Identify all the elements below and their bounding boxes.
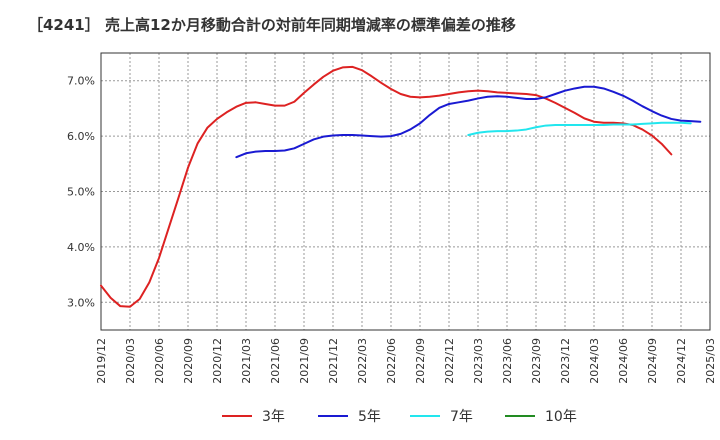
y-axis-ticks: 3.0% 4.0% 5.0% 6.0% 7.0% (67, 75, 95, 310)
legend-label-10y: 10年 (545, 409, 577, 425)
series-line-7y (467, 121, 692, 136)
x-tick-label: 2023/12 (559, 338, 572, 384)
x-tick-label: 2019/12 (95, 338, 108, 384)
x-tick-label: 2023/03 (472, 338, 485, 384)
y-tick-label: 6.0% (67, 130, 95, 143)
legend-swatch-3y (222, 415, 252, 417)
x-tick-label: 2024/09 (646, 338, 659, 384)
series-line-3y (100, 65, 673, 308)
legend-swatch-5y (318, 415, 348, 417)
x-tick-label: 2020/09 (182, 338, 195, 384)
legend: 3年 5年 7年 10年 (0, 404, 720, 428)
y-tick-label: 3.0% (67, 296, 95, 309)
legend-swatch-10y (505, 415, 535, 417)
y-tick-label: 7.0% (67, 75, 95, 88)
x-tick-label: 2023/06 (501, 338, 514, 384)
x-tick-label: 2024/03 (588, 338, 601, 384)
legend-swatch-7y (410, 415, 440, 417)
legend-item-5y: 5年 (318, 404, 381, 428)
x-tick-label: 2021/03 (240, 338, 253, 384)
x-tick-label: 2022/06 (385, 338, 398, 384)
chart-title: ［4241］ 売上高12か月移動合計の対前年同期増減率の標準偏差の推移 (28, 16, 516, 34)
x-tick-label: 2020/12 (211, 338, 224, 384)
legend-item-7y: 7年 (410, 404, 473, 428)
x-tick-label: 2023/09 (530, 338, 543, 384)
x-tick-label: 2022/09 (414, 338, 427, 384)
x-axis-ticks: 2019/12 2020/03 2020/06 2020/09 2020/12 2021/… (95, 338, 717, 384)
x-tick-label: 2022/03 (356, 338, 369, 384)
x-tick-label: 2020/06 (153, 338, 166, 384)
x-tick-label: 2021/09 (298, 338, 311, 384)
legend-item-10y: 10年 (505, 404, 577, 428)
series-lines (100, 65, 702, 308)
y-tick-label: 4.0% (67, 241, 95, 254)
legend-item-3y: 3年 (222, 404, 285, 428)
y-tick-label: 5.0% (67, 186, 95, 199)
x-tick-label: 2021/12 (327, 338, 340, 384)
plot-frame (100, 52, 711, 331)
legend-label-7y: 7年 (450, 409, 473, 425)
x-tick-label: 2024/12 (675, 338, 688, 384)
series-line-5y (235, 85, 702, 159)
plot-area-border (100, 52, 711, 331)
legend-label-5y: 5年 (358, 409, 381, 425)
x-tick-label: 2025/03 (704, 338, 717, 384)
x-tick-label: 2021/06 (269, 338, 282, 384)
x-tick-label: 2020/03 (124, 338, 137, 384)
x-tick-label: 2022/12 (443, 338, 456, 384)
x-tick-label: 2024/06 (617, 338, 630, 384)
legend-label-3y: 3年 (262, 409, 285, 425)
